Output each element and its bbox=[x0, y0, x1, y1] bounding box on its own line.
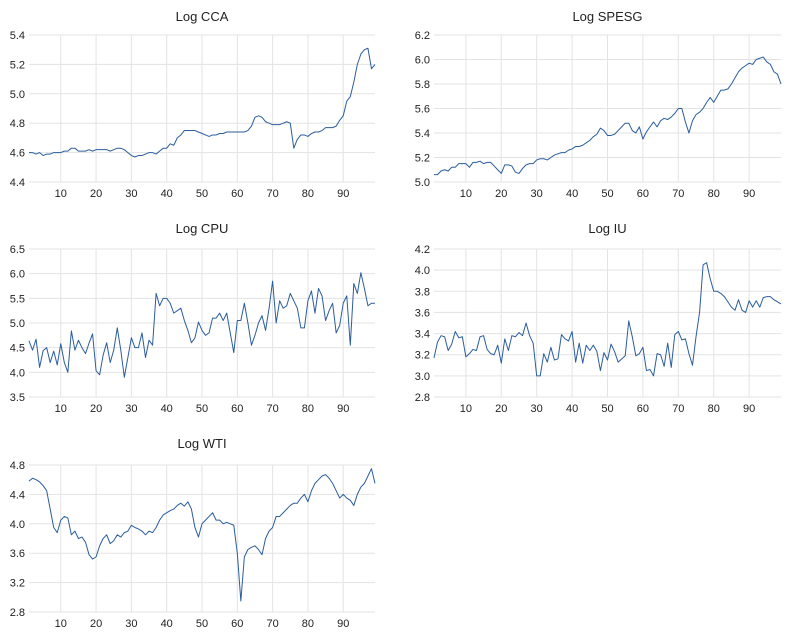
y-tick-label: 3.6 bbox=[10, 548, 25, 560]
x-tick-label: 70 bbox=[672, 403, 684, 415]
x-tick-label: 20 bbox=[90, 403, 102, 415]
y-tick-label: 4.4 bbox=[10, 489, 25, 501]
y-tick-label: 6.5 bbox=[10, 244, 25, 256]
x-tick-label: 60 bbox=[637, 188, 649, 200]
x-tick-label: 70 bbox=[266, 188, 278, 200]
y-tick-label: 5.2 bbox=[10, 59, 25, 71]
y-tick-label: 3.0 bbox=[415, 371, 430, 383]
x-tick-label: 90 bbox=[337, 188, 349, 200]
chart-panel-4: Log IU 10 20 30 40 50 60 70 80 90 2.8 3.0 3.2 3.4 3.6 3… bbox=[415, 221, 782, 415]
chart-title: Log WTI bbox=[177, 436, 226, 451]
y-tick-label: 4.0 bbox=[415, 265, 430, 277]
x-tick-label: 60 bbox=[231, 188, 243, 200]
y-tick-label: 4.8 bbox=[10, 460, 25, 472]
x-tick-label: 80 bbox=[302, 188, 314, 200]
x-tick-label: 20 bbox=[495, 188, 507, 200]
y-tick-label: 3.2 bbox=[415, 350, 430, 362]
series-line bbox=[433, 262, 782, 377]
y-tick-label: 5.0 bbox=[10, 89, 25, 101]
x-tick-label: 20 bbox=[495, 403, 507, 415]
y-tick-label: 5.4 bbox=[10, 30, 25, 42]
chart-panel-1: Log CCA 10 20 30 40 50 60 70 80 90 4.4 4.6 4.8 5.0 5.2… bbox=[10, 9, 376, 200]
y-tick-label: 4.2 bbox=[415, 244, 430, 256]
x-tick-label: 20 bbox=[90, 618, 102, 630]
y-tick-label: 6.0 bbox=[415, 55, 430, 67]
chart-panel-2: Log SPESG 10 20 30 40 50 60 70 80 90 5.0 5.2 5.4 5.6 5… bbox=[415, 9, 782, 200]
x-tick-label: 80 bbox=[708, 403, 720, 415]
x-tick-label: 30 bbox=[531, 188, 543, 200]
x-tick-label: 50 bbox=[601, 188, 613, 200]
series-line bbox=[434, 56, 782, 176]
x-tick-label: 60 bbox=[231, 618, 243, 630]
y-tick-label: 3.5 bbox=[10, 392, 25, 404]
y-tick-label: 3.2 bbox=[10, 578, 25, 590]
x-tick-label: 10 bbox=[460, 403, 472, 415]
x-tick-label: 50 bbox=[196, 618, 208, 630]
x-tick-label: 40 bbox=[161, 188, 173, 200]
x-tick-label: 10 bbox=[460, 188, 472, 200]
x-tick-label: 40 bbox=[566, 403, 578, 415]
y-tick-label: 3.4 bbox=[415, 329, 430, 341]
y-tick-label: 5.0 bbox=[10, 318, 25, 330]
y-tick-label: 6.0 bbox=[10, 269, 25, 281]
x-tick-label: 30 bbox=[125, 618, 137, 630]
y-tick-label: 4.6 bbox=[10, 148, 25, 160]
x-tick-label: 60 bbox=[637, 403, 649, 415]
x-tick-label: 40 bbox=[161, 403, 173, 415]
x-tick-label: 90 bbox=[337, 618, 349, 630]
x-tick-label: 90 bbox=[337, 403, 349, 415]
series-line bbox=[29, 47, 376, 158]
x-tick-label: 80 bbox=[302, 618, 314, 630]
series-line bbox=[28, 272, 375, 378]
chart-title: Log SPESG bbox=[572, 9, 642, 24]
x-tick-label: 70 bbox=[266, 618, 278, 630]
x-tick-label: 70 bbox=[672, 188, 684, 200]
chart-panel-5: Log WTI 10 20 30 40 50 60 70 80 90 2.8 3.2 3.6 4.0 4.4… bbox=[10, 436, 376, 630]
y-tick-label: 5.2 bbox=[415, 153, 430, 165]
x-tick-label: 20 bbox=[90, 188, 102, 200]
y-tick-label: 2.8 bbox=[10, 607, 25, 619]
x-tick-label: 70 bbox=[266, 403, 278, 415]
y-tick-label: 3.6 bbox=[415, 307, 430, 319]
x-tick-label: 50 bbox=[196, 188, 208, 200]
y-tick-label: 4.0 bbox=[10, 519, 25, 531]
y-tick-label: 5.4 bbox=[415, 128, 430, 140]
y-tick-label: 5.0 bbox=[415, 177, 430, 189]
x-tick-label: 50 bbox=[196, 403, 208, 415]
x-tick-label: 40 bbox=[161, 618, 173, 630]
x-tick-label: 30 bbox=[125, 403, 137, 415]
y-tick-label: 4.5 bbox=[10, 343, 25, 355]
x-tick-label: 30 bbox=[125, 188, 137, 200]
x-tick-label: 10 bbox=[55, 618, 67, 630]
y-tick-label: 3.8 bbox=[415, 286, 430, 298]
x-tick-label: 80 bbox=[302, 403, 314, 415]
chart-title: Log CCA bbox=[176, 9, 229, 24]
y-tick-label: 4.4 bbox=[10, 177, 25, 189]
y-tick-label: 4.0 bbox=[10, 367, 25, 379]
y-tick-label: 2.8 bbox=[415, 392, 430, 404]
chart-panel-3: Log CPU 10 20 30 40 50 60 70 80 90 3.5 4.0 4.5 5.0 5.5… bbox=[10, 221, 375, 415]
x-tick-label: 50 bbox=[601, 403, 613, 415]
y-tick-label: 4.8 bbox=[10, 118, 25, 130]
x-tick-label: 90 bbox=[743, 403, 755, 415]
x-tick-label: 80 bbox=[708, 188, 720, 200]
x-tick-label: 10 bbox=[55, 403, 67, 415]
x-tick-label: 60 bbox=[231, 403, 243, 415]
y-tick-label: 5.5 bbox=[10, 293, 25, 305]
y-tick-label: 5.6 bbox=[415, 104, 430, 116]
x-tick-label: 30 bbox=[531, 403, 543, 415]
y-tick-label: 5.8 bbox=[415, 79, 430, 91]
x-tick-label: 10 bbox=[55, 188, 67, 200]
chart-title: Log CPU bbox=[176, 221, 229, 236]
chart-title: Log IU bbox=[588, 221, 626, 236]
series-line bbox=[28, 468, 376, 602]
x-tick-label: 90 bbox=[743, 188, 755, 200]
y-tick-label: 6.2 bbox=[415, 30, 430, 42]
x-tick-label: 40 bbox=[566, 188, 578, 200]
